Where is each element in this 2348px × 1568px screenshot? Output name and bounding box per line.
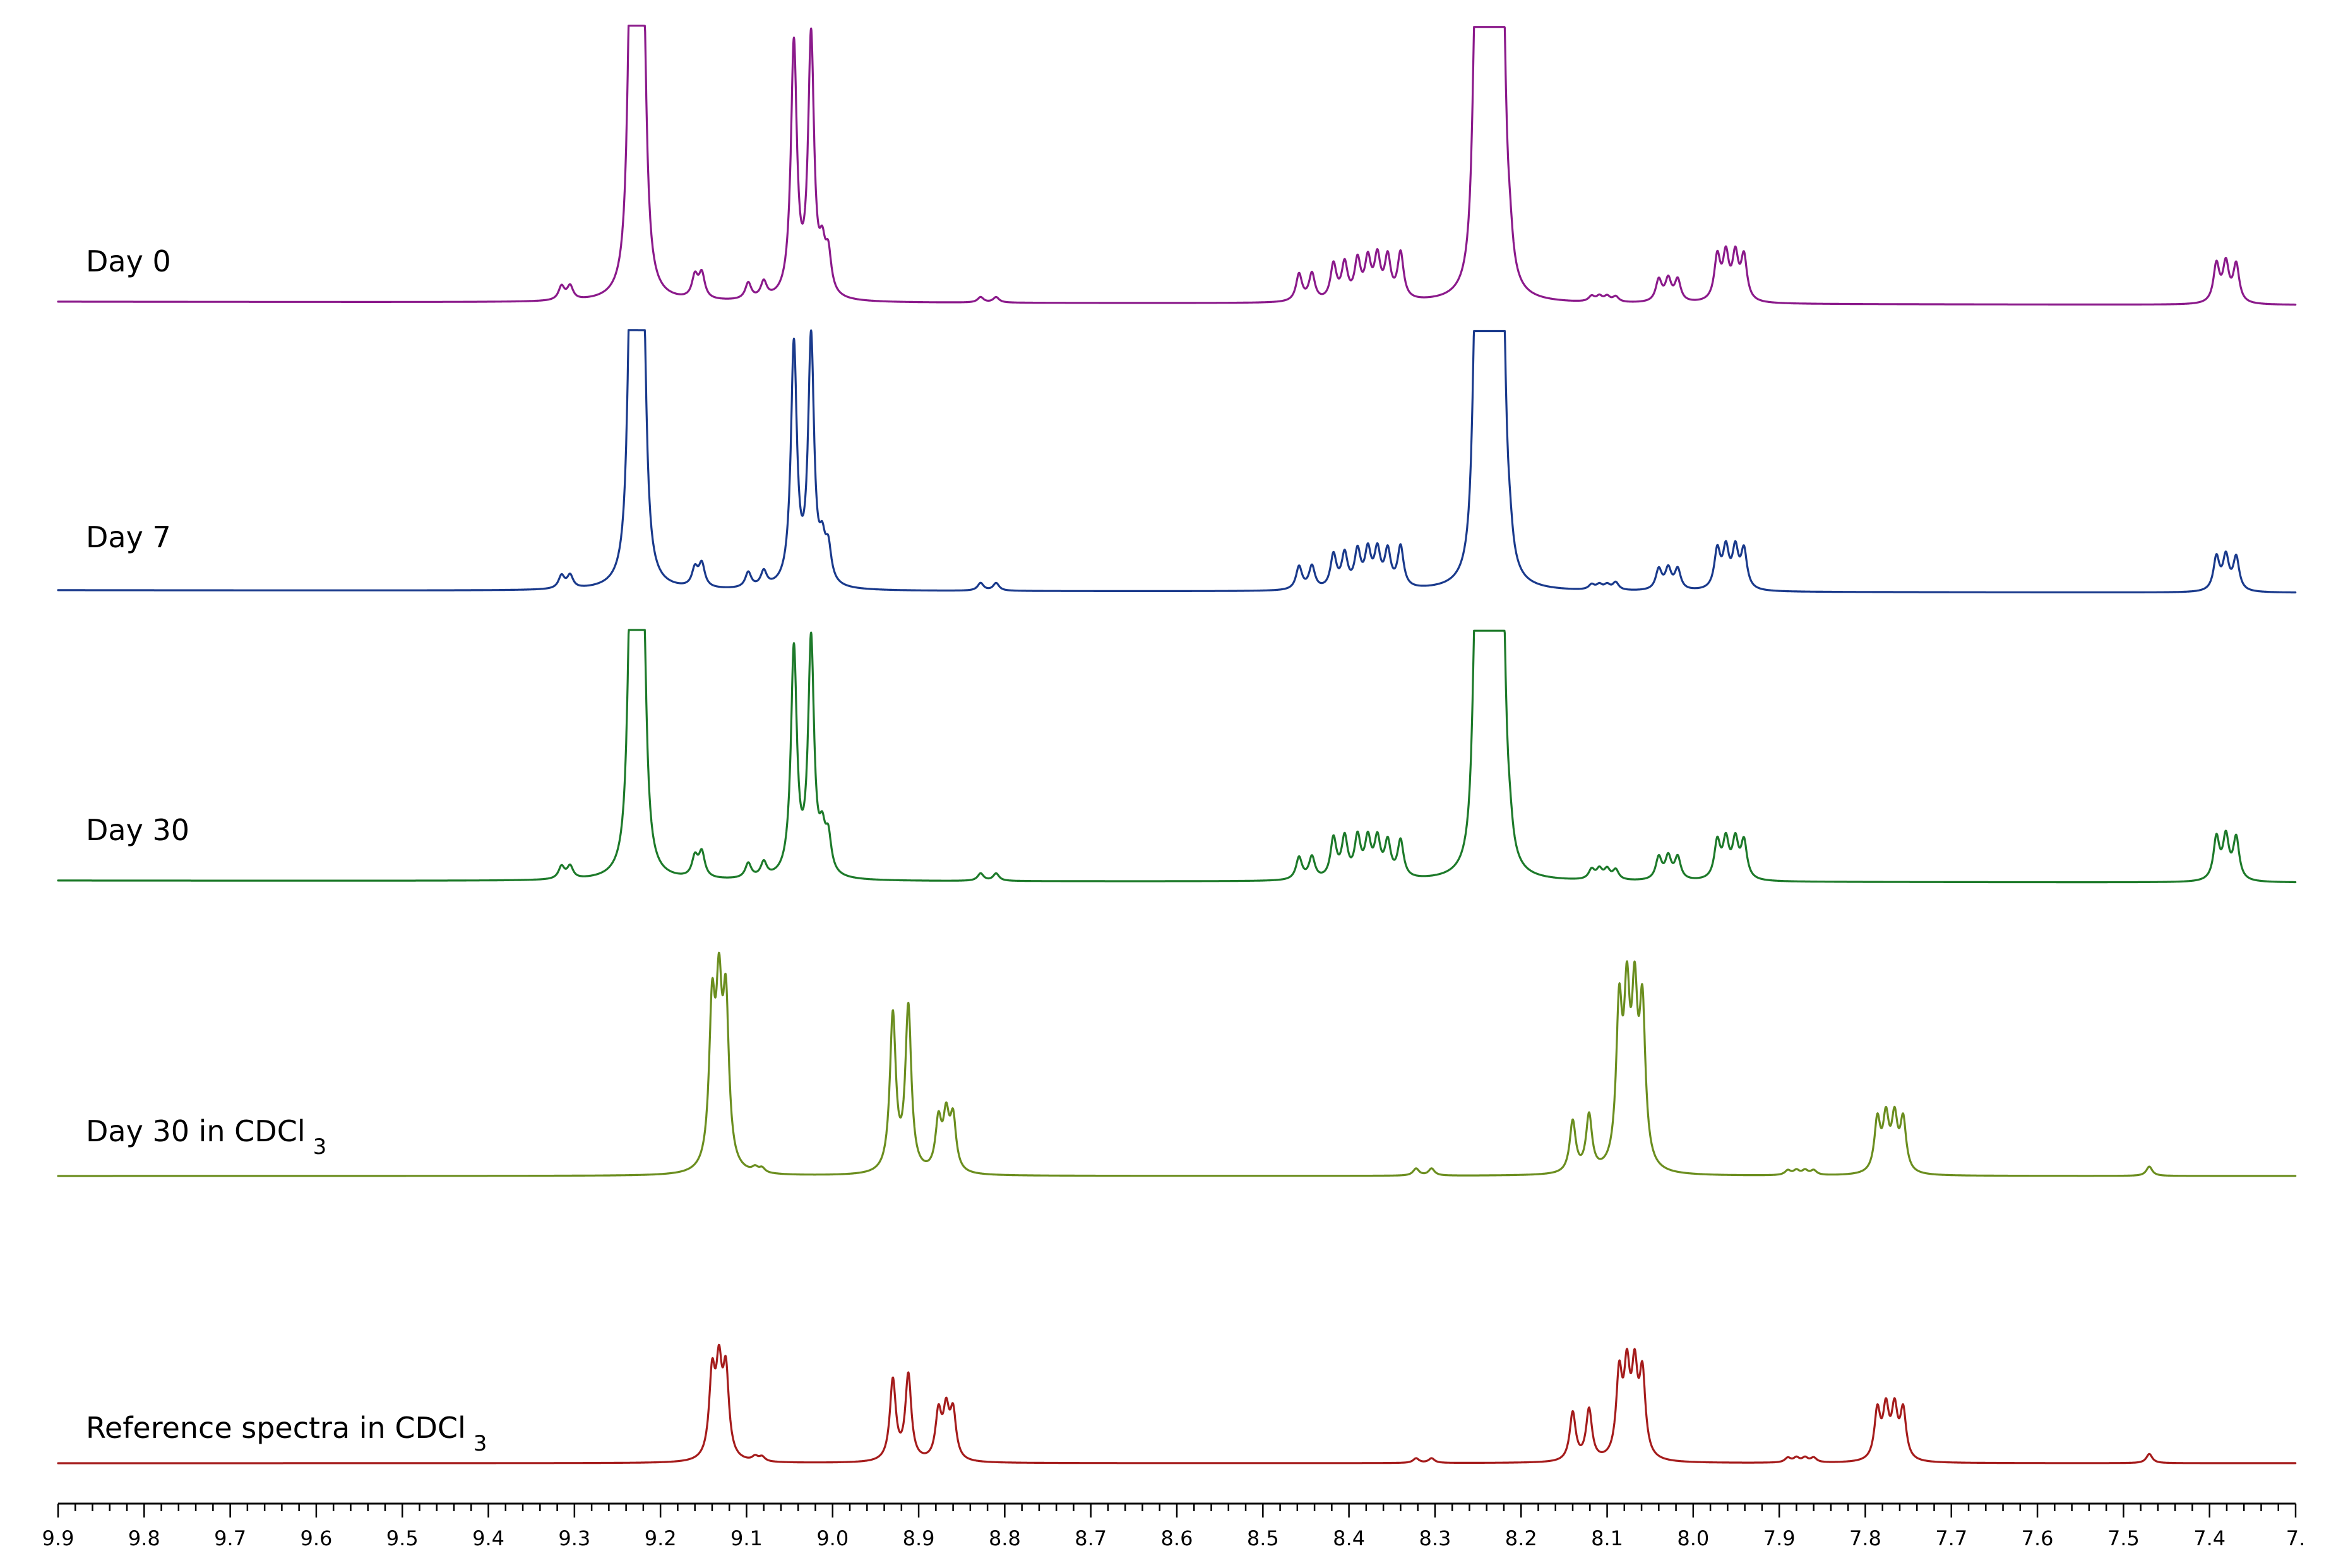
x-tick-label: 8.6 [1161, 1526, 1193, 1550]
spectrum-labels: Day 0 Day 7 Day 30 Day 30 in CDCl 3 Reference… [86, 244, 487, 1456]
spectrum-label-5: Reference spectra in CDCl [86, 1411, 466, 1445]
spectrum-trace-2 [57, 329, 2297, 594]
x-tick-label: 7.4 [2193, 1526, 2226, 1550]
x-tick-label: 8.5 [1247, 1526, 1279, 1550]
spectrum-label-3: Day 30 [86, 813, 189, 847]
x-tick-label: 7.8 [1849, 1526, 1881, 1550]
x-tick-label: 7.6 [2022, 1526, 2054, 1550]
spectra-traces [57, 25, 2297, 1464]
x-tick-label: 8.2 [1505, 1526, 1537, 1550]
x-tick-label: 9.8 [128, 1526, 160, 1550]
x-tick-label: 9.5 [386, 1526, 419, 1550]
spectrum-label-4: Day 30 in CDCl [86, 1114, 306, 1148]
x-tick-label: 9.2 [645, 1526, 677, 1550]
x-tick-label: 7.7 [1935, 1526, 1967, 1550]
spectrum-label-1: Day 0 [86, 244, 171, 278]
x-tick-label: 9.4 [472, 1526, 504, 1550]
x-tick-label: 9.6 [300, 1526, 332, 1550]
x-tick-label: 8.0 [1677, 1526, 1709, 1550]
x-tick-label: 8.3 [1419, 1526, 1451, 1550]
ppm-x-axis: 9.9 9.8 9.7 9.6 9.5 9.4 9.3 9.2 9.1 9.0 8.9 8.8 8.7 8… [42, 1502, 2306, 1550]
x-tick-label: 7. [2286, 1526, 2306, 1550]
x-tick-label: 9.7 [214, 1526, 246, 1550]
x-tick-label: 8.7 [1075, 1526, 1107, 1550]
spectrum-label-subscript-4: 3 [313, 1134, 327, 1160]
x-tick-label: 9.3 [558, 1526, 590, 1550]
x-tick-label: 8.4 [1333, 1526, 1365, 1550]
x-tick-label: 9.9 [42, 1526, 74, 1550]
x-tick-label: 8.8 [989, 1526, 1021, 1550]
spectrum-trace-5 [57, 1343, 2297, 1464]
x-tick-label: 9.1 [730, 1526, 763, 1550]
x-tick-label: 8.9 [903, 1526, 935, 1550]
spectrum-trace-1 [57, 25, 2297, 306]
spectrum-trace-3 [57, 629, 2297, 884]
x-tick-label: 9.0 [816, 1526, 849, 1550]
x-tick-label: 7.9 [1763, 1526, 1796, 1550]
x-tick-label: 8.1 [1591, 1526, 1623, 1550]
spectrum-trace-4 [57, 951, 2297, 1177]
x-tick-label: 7.5 [2107, 1526, 2140, 1550]
spectrum-label-subscript-5: 3 [474, 1431, 487, 1456]
spectrum-label-2: Day 7 [86, 520, 171, 554]
